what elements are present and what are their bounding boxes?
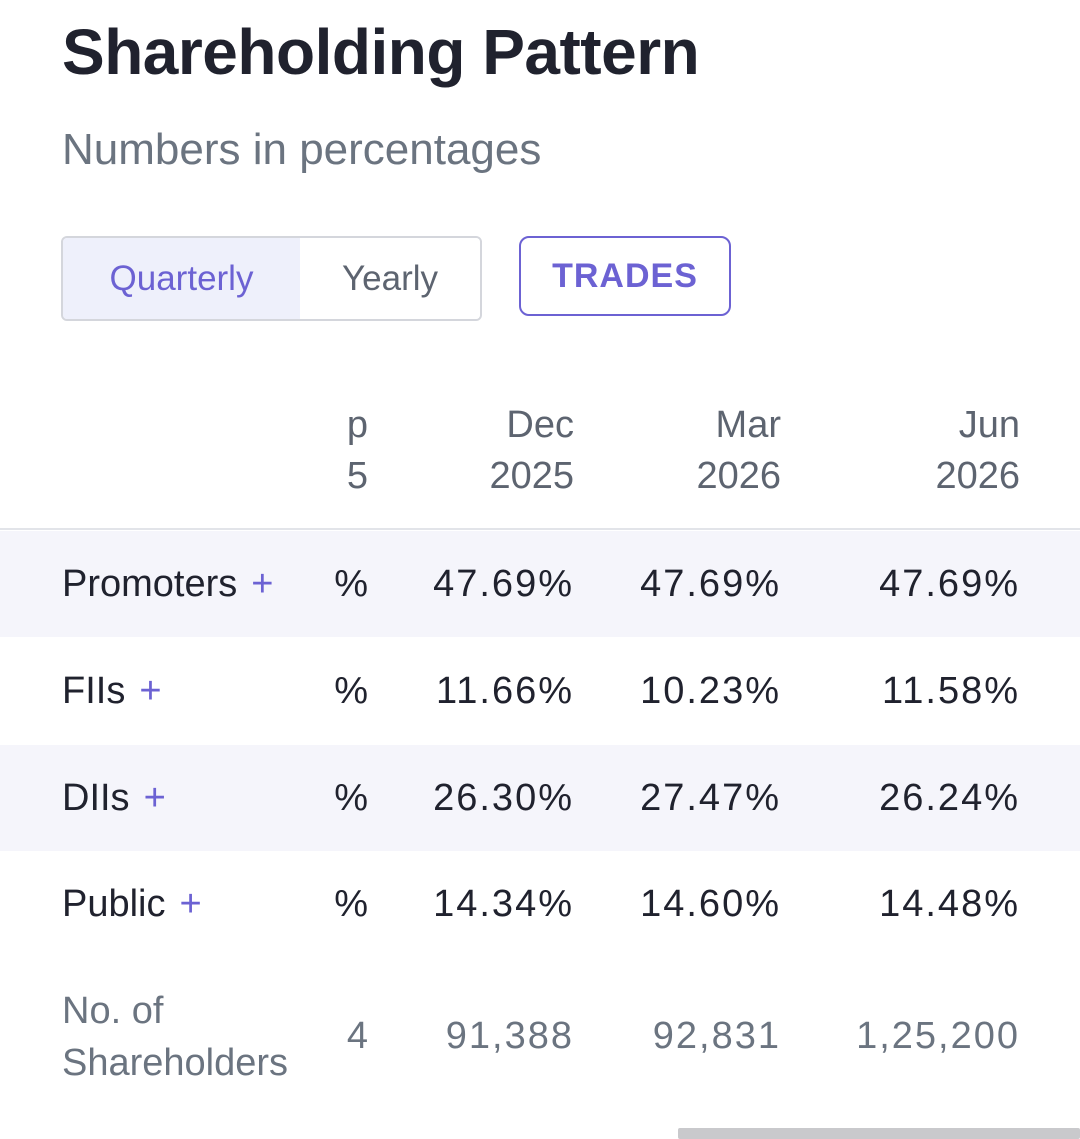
table-cell: 14.34% — [433, 882, 574, 925]
column-header-month: Dec — [506, 404, 574, 446]
table-row-fiis: FIIs + % 11.66% 10.23% 11.58% — [0, 638, 1080, 744]
table-cell: 91,388 — [445, 1015, 574, 1057]
trades-button[interactable]: TRADES — [519, 236, 731, 316]
table-cell: 1,25,200 — [856, 1015, 1020, 1057]
row-label: FIIs + — [62, 638, 162, 744]
column-header-month: p — [346, 404, 368, 446]
table-row-public: Public + % 14.34% 14.60% 14.48% — [0, 851, 1080, 957]
shareholders-row-label: No. of Shareholders — [62, 985, 288, 1089]
column-header-partial: p 5 — [300, 400, 368, 502]
table-row-diis: DIIs + % 26.30% 27.47% 26.24% — [0, 745, 1080, 851]
table-cell-partial: % — [334, 882, 368, 925]
column-header-month: Mar — [715, 404, 781, 446]
row-label-text: Promoters — [62, 562, 238, 605]
table-row-promoters: Promoters + % 47.69% 47.69% 47.69% — [0, 531, 1080, 637]
row-label: Promoters + — [62, 531, 273, 637]
table-cell: 92,831 — [652, 1015, 781, 1057]
column-header-mar-2026: Mar 2026 — [620, 400, 781, 502]
column-header-year: 2026 — [696, 455, 781, 497]
page-subtitle: Numbers in percentages — [62, 125, 542, 174]
table-cell: 14.60% — [640, 882, 781, 925]
table-cell-partial: % — [334, 562, 368, 605]
row-label: Public + — [62, 851, 202, 957]
column-header-month: Jun — [958, 404, 1020, 446]
period-toggle: Quarterly Yearly — [61, 236, 482, 321]
row-label-text: Public — [62, 882, 166, 925]
expand-plus-icon[interactable]: + — [179, 882, 202, 925]
yearly-toggle-button[interactable]: Yearly — [300, 238, 480, 319]
quarterly-toggle-button[interactable]: Quarterly — [63, 238, 300, 319]
table-cell-partial: % — [334, 669, 368, 712]
horizontal-scrollbar[interactable] — [678, 1128, 1080, 1139]
table-cell: 26.30% — [433, 776, 574, 819]
expand-plus-icon[interactable]: + — [139, 669, 162, 712]
table-cell: 11.66% — [435, 669, 574, 712]
table-cell-partial: % — [334, 776, 368, 819]
table-cell: 11.58% — [881, 669, 1020, 712]
row-label-text: DIIs — [62, 776, 130, 819]
table-cell: 14.48% — [879, 882, 1020, 925]
column-header-year: 2025 — [489, 455, 574, 497]
column-header-year: 5 — [346, 455, 368, 497]
column-header-year: 2026 — [935, 455, 1020, 497]
column-header-dec-2025: Dec 2025 — [420, 400, 574, 502]
table-cell: 47.69% — [640, 562, 781, 605]
row-label: DIIs + — [62, 745, 166, 851]
header-divider — [0, 528, 1080, 530]
expand-plus-icon[interactable]: + — [143, 776, 166, 819]
table-cell: 47.69% — [433, 562, 574, 605]
table-cell: 27.47% — [640, 776, 781, 819]
table-cell: 26.24% — [879, 776, 1020, 819]
table-cell: 47.69% — [879, 562, 1020, 605]
table-cell: 10.23% — [640, 669, 781, 712]
column-header-jun-2026: Jun 2026 — [860, 400, 1020, 502]
table-cell-partial: 4 — [346, 1015, 368, 1057]
expand-plus-icon[interactable]: + — [251, 562, 274, 605]
row-label-text: FIIs — [62, 669, 126, 712]
page-title: Shareholding Pattern — [62, 16, 700, 88]
shareholders-label-line: Shareholders — [62, 1042, 289, 1084]
shareholders-label-line: No. of — [62, 990, 164, 1032]
